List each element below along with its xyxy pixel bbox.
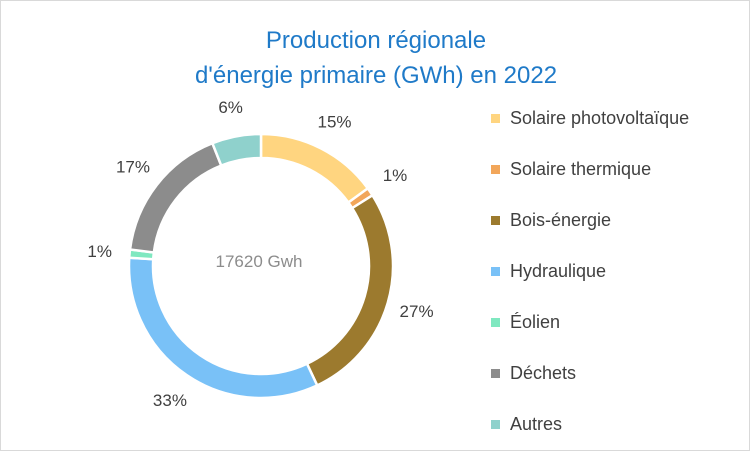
legend-swatch <box>491 369 500 378</box>
legend-swatch <box>491 318 500 327</box>
legend-label: Solaire thermique <box>510 159 652 179</box>
legend-label: Déchets <box>510 363 577 383</box>
legend-item-eolien: Éolien <box>491 297 746 348</box>
data-label-dechets: 17% <box>116 158 150 177</box>
data-label-hydraulique: 33% <box>153 391 187 410</box>
chart-title-line-2: d'énergie primaire (GWh) en 2022 <box>194 62 558 89</box>
legend-item-solaire-photovoltaique: Solaire photovoltaïque <box>491 93 746 144</box>
data-label-solaire-thermique: 1% <box>383 166 408 185</box>
legend-label: Autres <box>510 414 563 434</box>
legend-item-bois-energie: Bois-énergie <box>491 195 746 246</box>
legend: Solaire photovoltaïque Solaire thermique B… <box>491 93 746 450</box>
legend-label: Hydraulique <box>510 261 607 281</box>
legend-item-hydraulique: Hydraulique <box>491 246 746 297</box>
data-label-autres: 6% <box>218 98 243 117</box>
legend-item-autres: Autres <box>491 399 746 450</box>
donut-slices <box>127 132 395 400</box>
legend-swatch <box>491 216 500 225</box>
legend-item-solaire-thermique: Solaire thermique <box>491 144 746 195</box>
data-labels: 15% 1% 27% 33% 1% 17% 6% <box>87 98 433 410</box>
data-label-bois-energie: 27% <box>400 302 434 321</box>
slice-hydraulique <box>127 256 319 400</box>
slice-autres <box>210 132 263 168</box>
chart-title-line-1: Production régionale <box>265 27 487 54</box>
slice-solaire-photovoltaique <box>259 132 370 205</box>
chart-title: Production régionale d'énergie primaire … <box>121 23 631 93</box>
legend-label: Solaire photovoltaïque <box>510 108 690 128</box>
legend-swatch <box>491 267 500 276</box>
legend-swatch <box>491 420 500 429</box>
legend-label: Bois-énergie <box>510 210 612 230</box>
center-total-label: 17620 Gwh <box>216 252 303 271</box>
legend-swatch <box>491 114 500 123</box>
legend-label: Éolien <box>510 312 561 332</box>
legend-item-dechets: Déchets <box>491 348 746 399</box>
data-label-solaire-photovoltaique: 15% <box>318 113 352 132</box>
slice-bois-energie <box>305 193 395 388</box>
data-label-eolien: 1% <box>87 242 112 261</box>
legend-swatch <box>491 165 500 174</box>
